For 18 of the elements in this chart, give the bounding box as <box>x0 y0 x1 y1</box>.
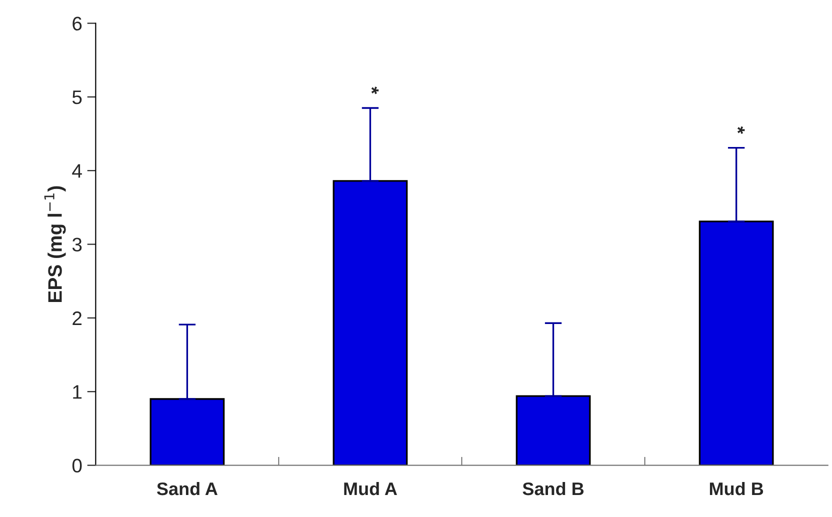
x-tick-label: Mud A <box>344 482 398 496</box>
x-tick-label: Sand B <box>522 482 584 496</box>
annotation: * <box>371 86 379 94</box>
bar <box>332 180 408 466</box>
y-tick-label: 6 <box>72 16 82 30</box>
y-tick-label: 2 <box>72 311 82 325</box>
annotation: * <box>737 126 745 134</box>
y-tick-label: 1 <box>73 385 82 399</box>
bar <box>150 398 225 466</box>
bar <box>516 395 591 466</box>
y-tick-label: 3 <box>72 238 82 252</box>
bar <box>698 220 774 466</box>
y-axis-title: EPS (mg l$^{−1}$) <box>44 186 66 302</box>
y-tick-label: 0 <box>72 458 82 473</box>
y-tick-label: 5 <box>72 90 82 104</box>
x-tick-label: Mud B <box>710 482 764 496</box>
x-tick-label: Sand A <box>156 482 218 496</box>
y-tick-label: 4 <box>72 164 82 178</box>
